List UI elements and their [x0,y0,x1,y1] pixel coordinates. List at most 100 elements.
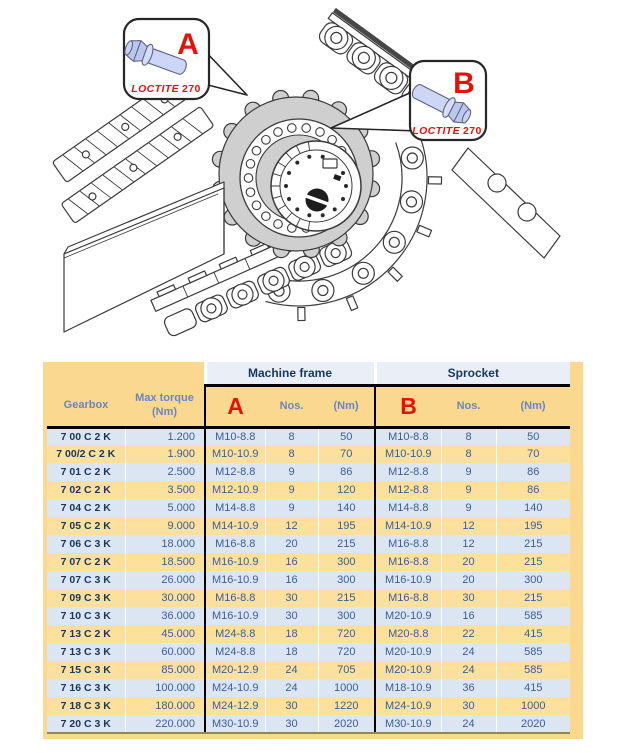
frame-bolt-cell: M14-10.9 [204,517,265,535]
frame-torque-cell: 1220 [317,697,376,715]
frame-nos-cell: 30 [264,607,318,625]
table-row: 7 13 C 2 K 45.000 M24-8.8 18 720 M20-8.8… [47,625,571,643]
sprocket-bolt-cell: M14-8.8 [374,499,442,517]
gearbox-cell: 7 06 C 3 K [47,535,125,553]
frame-torque-cell: 195 [317,517,376,535]
table-row: 7 04 C 2 K 5.000 M14-8.8 9 140 M14-8.8 9… [47,499,571,517]
max-torque-cell: 1.200 [124,427,205,445]
sprocket-torque-cell: 70 [495,445,571,463]
sprocket-nos-cell: 9 [440,463,497,481]
sprocket-bolt-cell: M16-10.9 [374,571,442,589]
sprocket-torque-cell: 2020 [495,715,571,734]
table-row: 7 01 C 2 K 2.500 M12-8.8 9 86 M12-8.8 9 … [47,463,571,481]
frame-bolt-cell: M20-12.9 [204,661,265,679]
frame-bolt-cell: M16-10.9 [204,553,265,571]
sprocket-torque-cell: 585 [495,607,571,625]
sprocket-nos-cell: 16 [440,607,497,625]
col-header-nm-a: (Nm) [318,385,376,429]
frame-nos-cell: 9 [264,499,318,517]
frame-torque-cell: 2020 [317,715,376,734]
frame-nos-cell: 18 [264,643,318,661]
sprocket-bolt-cell: M10-8.8 [374,427,442,445]
frame-bolt-cell: M24-8.8 [204,625,265,643]
group-header-sprocket: Sprocket [373,362,571,387]
max-torque-cell: 3.500 [124,481,205,499]
sprocket-torque-cell: 215 [495,553,571,571]
frame-nos-cell: 16 [264,571,318,589]
frame-torque-cell: 215 [317,589,376,607]
group-header-row: Machine frame Sprocket [47,362,571,387]
frame-nos-cell: 24 [264,661,318,679]
sprocket-torque-cell: 50 [495,427,571,445]
col-header-gearbox: Gearbox [47,385,125,429]
frame-torque-cell: 300 [317,607,376,625]
callout-a-letter: A [177,28,199,61]
frame-bolt-cell: M16-8.8 [204,589,265,607]
callout-b: B LOCTITE 270 [330,59,488,142]
loctite-a-label: LOCTITE 270 [131,83,200,95]
max-torque-label: Max torque [135,391,194,404]
frame-bolt-cell: M24-10.9 [204,679,265,697]
gearbox-cell: 7 00 C 2 K [47,427,125,445]
table-row: 7 00/2 C 2 K 1.900 M10-10.9 8 70 M10-10.… [47,445,571,463]
frame-nos-cell: 9 [264,481,318,499]
sprocket-nos-cell: 20 [440,571,497,589]
frame-bolt-cell: M12-10.9 [204,481,265,499]
sprocket-bolt-cell: M14-10.9 [374,517,442,535]
table-row: 7 05 C 2 K 9.000 M14-10.9 12 195 M14-10.… [47,517,571,535]
callout-a-pointer [203,49,248,96]
gearbox-cell: 7 02 C 2 K [47,481,125,499]
frame-torque-cell: 705 [317,661,376,679]
max-torque-cell: 26.000 [124,571,205,589]
table-row: 7 20 C 3 K 220.000 M30-10.9 30 2020 M30-… [47,715,571,734]
frame-torque-cell: 1000 [317,679,376,697]
gearbox-cell: 7 16 C 3 K [47,679,125,697]
gearbox-cell: 7 07 C 2 K [47,553,125,571]
sprocket-nos-cell: 9 [440,481,497,499]
frame-torque-cell: 720 [317,625,376,643]
frame-bolt-cell: M12-8.8 [204,463,265,481]
sprocket-bolt-cell: M16-8.8 [374,589,442,607]
frame-torque-cell: 300 [317,553,376,571]
sprocket-torque-cell: 195 [495,517,571,535]
max-torque-cell: 60.000 [124,643,205,661]
max-torque-cell: 1.900 [124,445,205,463]
sprocket-nos-cell: 24 [440,643,497,661]
table-row: 7 00 C 2 K 1.200 M10-8.8 8 50 M10-8.8 8 … [47,427,571,445]
gearbox-cell: 7 10 C 3 K [47,607,125,625]
col-header-bolt-a: A [204,385,265,429]
col-header-max-torque: Max torque (Nm) [125,385,205,429]
sprocket-torque-cell: 140 [495,499,571,517]
max-torque-cell: 5.000 [124,499,205,517]
max-torque-cell: 180.000 [124,697,205,715]
max-torque-cell: 2.500 [124,463,205,481]
frame-torque-cell: 140 [317,499,376,517]
col-header-nos-a: Nos. [265,385,318,429]
gearbox-cell: 7 01 C 2 K [47,463,125,481]
callout-a: A LOCTITE 270 [121,17,248,101]
frame-bolt-cell: M30-10.9 [204,715,265,734]
frame-bolt-cell: M14-8.8 [204,499,265,517]
gearbox-cell: 7 09 C 3 K [47,589,125,607]
gearbox-cell: 7 00/2 C 2 K [47,445,125,463]
loctite-b-label: LOCTITE 270 [412,125,481,137]
table-row: 7 07 C 2 K 18.500 M16-10.9 16 300 M16-8.… [47,553,571,571]
sprocket-nos-cell: 36 [440,679,497,697]
frame-bolt-cell: M16-10.9 [204,571,265,589]
sprocket-bolt-cell: M12-8.8 [374,481,442,499]
frame-nos-cell: 24 [264,679,318,697]
sprocket-bolt-cell: M16-8.8 [374,535,442,553]
callout-b-letter: B [453,67,475,100]
max-torque-cell: 100.000 [124,679,205,697]
sprocket-torque-cell: 585 [495,661,571,679]
sprocket-torque-cell: 300 [495,571,571,589]
sprocket-nos-cell: 12 [440,535,497,553]
track-frame-rail-lower [61,106,214,223]
table-row: 7 02 C 2 K 3.500 M12-10.9 9 120 M12-8.8 … [47,481,571,499]
sprocket-torque-cell: 215 [495,535,571,553]
sprocket-bolt-cell: M20-10.9 [374,607,442,625]
sprocket-bolt-cell: M16-8.8 [374,553,442,571]
sprocket-torque-cell: 585 [495,643,571,661]
sprocket-torque-cell: 1000 [495,697,571,715]
sprocket-nos-cell: 30 [440,589,497,607]
